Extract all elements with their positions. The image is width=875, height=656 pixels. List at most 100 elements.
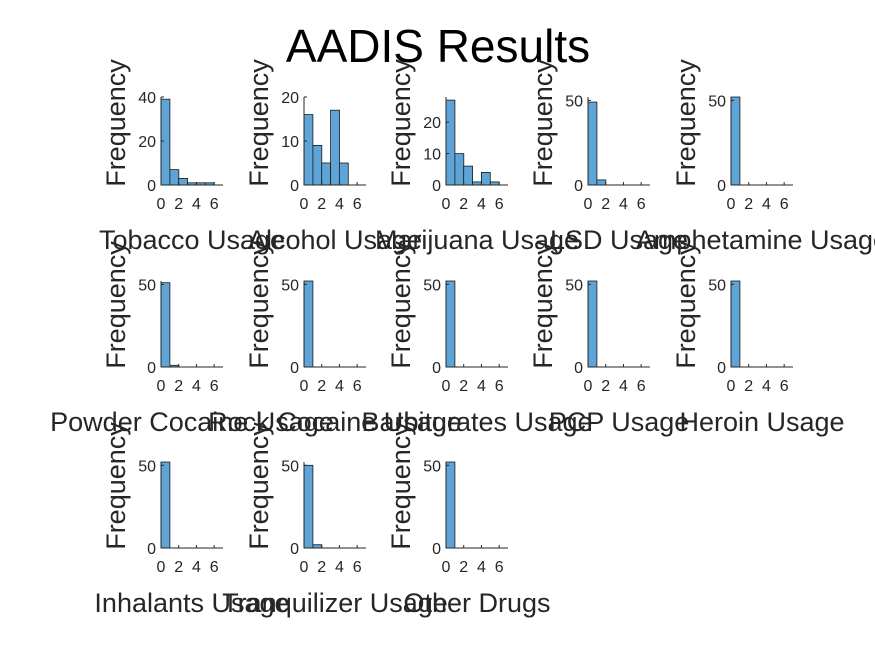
x-tick-label: 6 — [495, 378, 504, 395]
x-tick-label: 4 — [335, 378, 344, 395]
y-tick-label: 20 — [138, 134, 156, 151]
x-tick-label: 6 — [210, 559, 219, 576]
x-tick-label: 2 — [317, 378, 326, 395]
y-tick-label: 0 — [717, 178, 726, 195]
x-tick-label: 6 — [495, 196, 504, 213]
x-tick-label: 2 — [601, 378, 610, 395]
y-axis-label: Frequency — [386, 59, 416, 187]
x-tick-label: 0 — [300, 559, 309, 576]
y-tick-label: 0 — [574, 178, 583, 195]
x-tick-label: 4 — [192, 559, 201, 576]
histogram-bar — [169, 169, 180, 186]
x-axis-label: Tobacco Usage — [99, 225, 285, 255]
y-tick-label: 50 — [423, 458, 441, 475]
x-tick-label: 2 — [174, 196, 183, 213]
x-tick-label: 6 — [780, 378, 789, 395]
x-tick-label: 0 — [300, 378, 309, 395]
histogram-bar — [160, 282, 171, 368]
histogram-bar — [445, 461, 456, 549]
histogram-bar — [303, 114, 314, 186]
y-tick-label: 50 — [138, 458, 156, 475]
x-tick-label: 0 — [157, 559, 166, 576]
x-tick-label: 2 — [174, 559, 183, 576]
y-tick-label: 10 — [423, 147, 441, 164]
x-tick-label: 2 — [459, 196, 468, 213]
x-axis-label: Barbiturates Usage — [361, 407, 592, 437]
histogram-bar — [445, 99, 456, 186]
histogram-bar — [730, 96, 741, 186]
histogram-bar — [160, 461, 171, 549]
histogram-bar — [312, 144, 323, 186]
x-tick-label: 2 — [174, 378, 183, 395]
y-axis-label: Frequency — [101, 422, 131, 550]
y-tick-label: 50 — [138, 277, 156, 294]
x-tick-label: 6 — [637, 196, 646, 213]
x-tick-label: 0 — [727, 378, 736, 395]
y-axis-label: Frequency — [528, 241, 558, 369]
x-tick-label: 2 — [744, 378, 753, 395]
x-tick-label: 2 — [317, 559, 326, 576]
x-axis-label: Powder Cocaine Usage — [50, 407, 334, 437]
x-axis-label: Marijuana Usage — [375, 225, 579, 255]
x-tick-label: 2 — [317, 196, 326, 213]
x-tick-label: 4 — [762, 196, 771, 213]
y-axis-label: Frequency — [244, 59, 274, 187]
y-axis-label: Frequency — [671, 241, 701, 369]
histogram-bar — [587, 101, 598, 186]
x-tick-label: 2 — [459, 378, 468, 395]
histogram-bar — [463, 165, 474, 186]
histogram-bar — [596, 179, 607, 186]
x-tick-label: 0 — [584, 196, 593, 213]
x-tick-label: 4 — [192, 378, 201, 395]
y-tick-label: 0 — [290, 541, 299, 558]
y-tick-label: 0 — [432, 541, 441, 558]
y-tick-label: 0 — [147, 541, 156, 558]
x-axis-label: LSD Usage — [550, 225, 688, 255]
x-tick-label: 6 — [495, 559, 504, 576]
y-tick-label: 0 — [432, 178, 441, 195]
figure-title: AADIS Results — [286, 20, 590, 72]
y-tick-label: 0 — [290, 360, 299, 377]
x-tick-label: 6 — [780, 196, 789, 213]
y-tick-label: 0 — [717, 360, 726, 377]
y-tick-label: 50 — [708, 93, 726, 110]
histogram-bar — [445, 280, 456, 368]
y-axis-label: Frequency — [244, 241, 274, 369]
histogram-bar — [178, 177, 188, 186]
y-tick-label: 0 — [574, 360, 583, 377]
y-tick-label: 20 — [281, 90, 299, 107]
x-tick-label: 4 — [619, 196, 628, 213]
x-tick-label: 4 — [477, 196, 486, 213]
y-tick-label: 50 — [565, 93, 583, 110]
y-tick-label: 10 — [281, 134, 299, 151]
histogram-bar — [338, 162, 349, 186]
x-tick-label: 0 — [442, 378, 451, 395]
x-tick-label: 0 — [442, 559, 451, 576]
histogram-bar — [303, 280, 314, 368]
y-tick-label: 50 — [281, 458, 299, 475]
x-axis-label: Heroin Usage — [679, 407, 844, 437]
y-tick-label: 40 — [138, 90, 156, 107]
histogram-bar — [321, 162, 332, 186]
x-tick-label: 6 — [353, 378, 362, 395]
x-tick-label: 4 — [335, 559, 344, 576]
y-axis-label: Frequency — [528, 59, 558, 187]
x-tick-label: 6 — [210, 378, 219, 395]
y-tick-label: 0 — [147, 178, 156, 195]
histogram-bar — [303, 464, 314, 549]
y-tick-label: 0 — [432, 360, 441, 377]
x-tick-label: 4 — [619, 378, 628, 395]
x-tick-label: 2 — [744, 196, 753, 213]
y-axis-label: Frequency — [244, 422, 274, 550]
x-axis-label: Tranquilizer Usage — [222, 588, 448, 618]
